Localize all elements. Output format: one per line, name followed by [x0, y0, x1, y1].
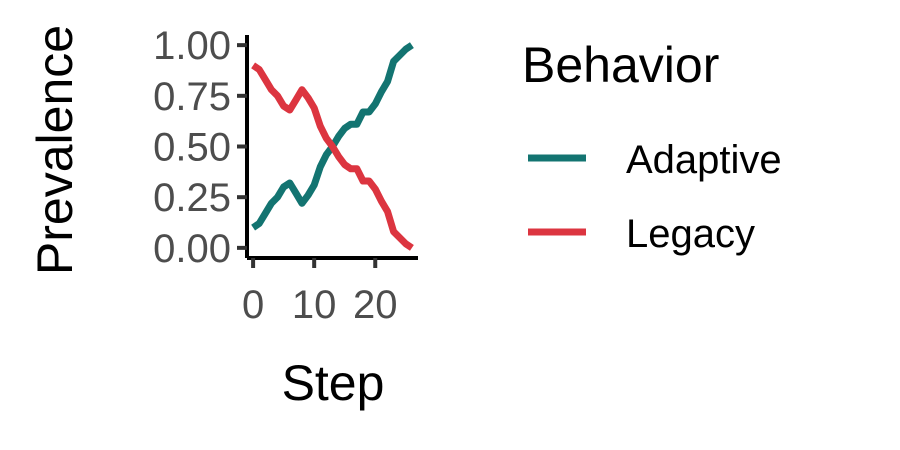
y-tick-label: 1.00 [153, 24, 231, 68]
legend-label-legacy: Legacy [626, 212, 755, 256]
y-tick-label: 0.00 [153, 227, 231, 271]
x-axis: 0 10 20 [242, 256, 418, 327]
legend-title: Behavior [522, 37, 719, 93]
legend: Behavior Adaptive Legacy [522, 37, 782, 256]
x-tick-label: 0 [242, 283, 264, 327]
y-axis-title: Prevalence [27, 25, 83, 275]
legend-label-adaptive: Adaptive [626, 138, 782, 182]
x-tick-label: 20 [353, 283, 398, 327]
x-tick-label: 10 [292, 283, 337, 327]
series-line-adaptive [251, 42, 414, 231]
series-line-legacy [251, 62, 414, 251]
series-lines [251, 42, 414, 251]
y-tick-label: 0.25 [153, 176, 231, 220]
y-axis: 0.00 0.25 0.50 0.75 1.00 [153, 24, 249, 271]
y-tick-label: 0.50 [153, 126, 231, 170]
y-tick-label: 0.75 [153, 75, 231, 119]
x-axis-title: Step [282, 355, 385, 411]
